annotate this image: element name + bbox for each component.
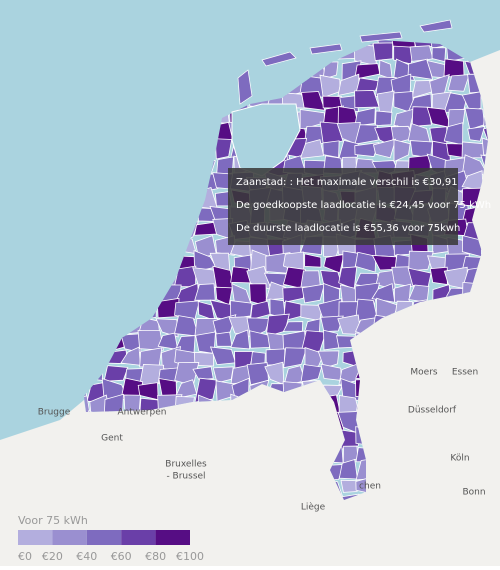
municipality: [323, 253, 345, 274]
municipality: [393, 139, 411, 163]
place-label: Liège: [301, 502, 326, 513]
legend-swatch: [52, 530, 87, 545]
municipality: [319, 121, 344, 145]
wadden-islands: [237, 19, 453, 105]
tooltip-box: [228, 168, 458, 245]
legend-swatch: [155, 530, 190, 545]
tooltip: Zaanstad: : Het maximale verschil is €30…: [228, 168, 491, 245]
municipality: [194, 283, 216, 301]
legend-label: €20: [42, 550, 63, 563]
municipality: [408, 250, 434, 272]
tooltip-line: De duurste laadlocatie is €55,36 voor 75…: [236, 223, 460, 234]
municipality: [322, 61, 339, 80]
place-label: Bonn: [462, 488, 485, 498]
municipality: [372, 42, 394, 61]
municipality: [282, 286, 308, 304]
municipality: [300, 364, 323, 383]
place-label: Gent: [101, 434, 123, 444]
municipality: [283, 347, 307, 369]
legend-label: €80: [145, 550, 166, 563]
municipality: [212, 366, 234, 384]
municipality: [322, 140, 340, 158]
municipality: [411, 106, 432, 127]
municipality: [229, 300, 253, 320]
land: [0, 50, 500, 566]
municipality: [317, 350, 340, 369]
municipality: [192, 366, 214, 381]
place-label: Köln: [450, 454, 469, 464]
municipality: [139, 347, 163, 368]
municipality: [174, 300, 201, 321]
place-label: - Brussel: [166, 472, 205, 482]
municipality: [263, 272, 289, 287]
municipality: [461, 91, 482, 112]
legend-swatch: [86, 530, 122, 545]
municipality: [376, 90, 395, 113]
legend-label: €100: [176, 550, 204, 563]
place-labels: Brugge Gent Antwerpen Bruxelles - Brussel Liè…: [38, 368, 486, 513]
municipality: [214, 138, 233, 160]
municipality: [301, 91, 326, 111]
municipality: [230, 329, 251, 350]
legend-label: €40: [76, 550, 97, 563]
municipality: [103, 365, 129, 382]
municipality: [429, 266, 448, 286]
place-label: Antwerpen: [118, 408, 167, 418]
legend: Voor 75 kWh €0 €20 €40 €60 €80 €100: [18, 514, 204, 563]
legend-swatch: [18, 530, 53, 545]
legend-swatch: [121, 530, 156, 545]
municipality: [372, 138, 397, 159]
municipality: [337, 139, 359, 162]
municipality: [407, 58, 434, 80]
municipality: [320, 315, 344, 333]
municipality: [409, 45, 434, 62]
municipality: [158, 377, 177, 398]
tooltip-line: Zaanstad: : Het maximale verschil is €30…: [236, 177, 458, 188]
municipality: [137, 330, 164, 351]
place-label: Bruxelles: [165, 460, 207, 470]
municipality: [215, 331, 233, 347]
place-label: chen: [359, 482, 381, 492]
municipality: [301, 283, 325, 304]
municipality: [447, 74, 470, 92]
ijsselmeer: [231, 103, 301, 177]
legend-label: €0: [18, 550, 32, 563]
municipality: [391, 266, 414, 288]
municipality: [249, 330, 272, 349]
municipality: [467, 126, 486, 142]
municipality: [299, 139, 325, 159]
municipality: [354, 107, 376, 127]
legend-title: Voor 75 kWh: [18, 514, 88, 527]
municipality: [193, 351, 215, 367]
place-label: Brugge: [38, 408, 71, 418]
municipality: [155, 318, 179, 338]
place-label: Moers: [410, 368, 438, 378]
tooltip-line: De goedkoopste laadlocatie is €24,45 voo…: [236, 200, 491, 211]
municipality: [483, 110, 488, 127]
municipality: [354, 142, 380, 157]
municipality: [375, 110, 393, 127]
municipality: [354, 124, 379, 145]
legend-label: €60: [111, 550, 132, 563]
municipality: [304, 253, 322, 268]
municipality: [354, 251, 377, 273]
place-label: Essen: [452, 368, 478, 378]
place-label: Düsseldorf: [408, 406, 457, 416]
